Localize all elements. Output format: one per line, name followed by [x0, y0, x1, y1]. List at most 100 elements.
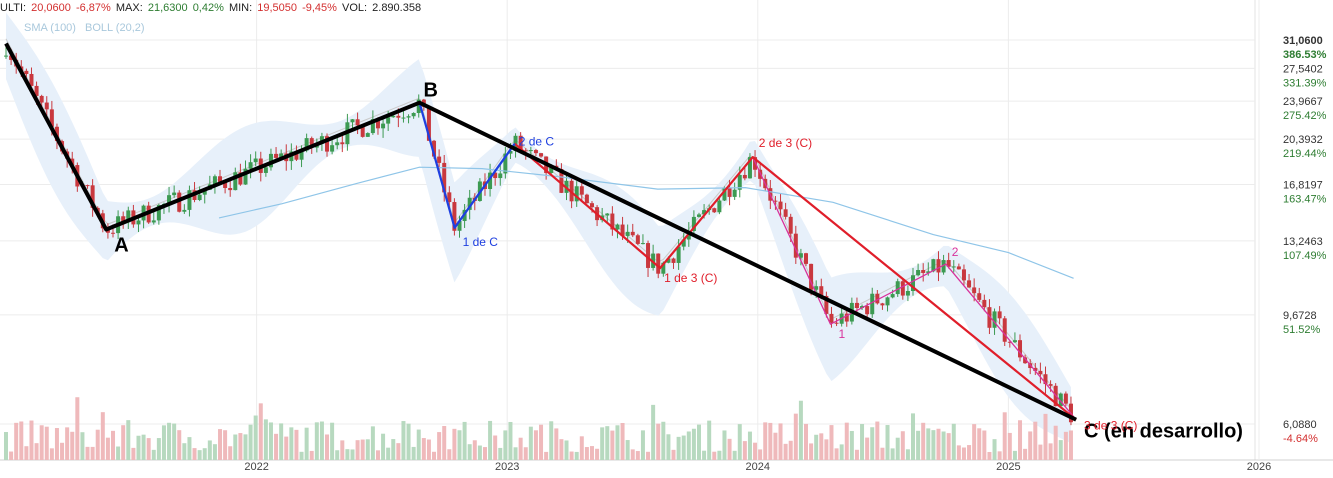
candle-body — [916, 270, 921, 276]
candle-body — [488, 172, 493, 190]
candle-body — [365, 133, 370, 137]
max-value: 21,6300 — [147, 2, 188, 14]
candle-body — [508, 151, 513, 154]
candle-body — [197, 194, 202, 200]
volume-bar — [1033, 421, 1038, 460]
volume-bar — [49, 448, 54, 460]
min-label: MIN: — [228, 2, 253, 14]
candle-body — [727, 187, 732, 197]
candle-body — [640, 243, 645, 245]
y-tick-price-label: 9,6728 — [1283, 310, 1317, 322]
blue-subwave-line — [418, 102, 516, 229]
candle-body — [574, 186, 579, 202]
volume-bar — [457, 430, 462, 460]
candle-body — [350, 119, 355, 123]
wave-label-2: 2 — [952, 245, 959, 259]
candle-body — [498, 173, 503, 179]
candle-body — [533, 150, 538, 154]
volume-bar — [437, 432, 442, 460]
volume-bar — [375, 450, 380, 460]
volume-bar — [197, 450, 202, 460]
volume-bar — [1043, 413, 1048, 460]
candle-body — [411, 112, 416, 117]
volume-bar — [416, 429, 421, 460]
candle-body — [992, 311, 997, 328]
candle-body — [1023, 357, 1028, 364]
x-tick-label: 2023 — [495, 461, 519, 473]
volume-bar — [814, 434, 819, 460]
volume-bar — [1028, 431, 1033, 460]
volume-bar — [340, 440, 345, 460]
volume-bar — [167, 422, 172, 460]
candle-body — [172, 192, 177, 196]
candle-body — [85, 185, 90, 187]
volume-bar — [1048, 443, 1053, 460]
y-tick-price-label: 31,0600 — [1283, 35, 1323, 47]
y-tick-price-label: 23,9667 — [1283, 96, 1323, 108]
price-stats-bar: ULTI: 20,0600 -6,87% MAX: 21,6300 0,42% … — [0, 0, 423, 16]
volume-bar — [727, 438, 732, 460]
volume-bar — [829, 425, 834, 460]
bollinger-indicator-label[interactable]: BOLL (20,2) — [85, 22, 145, 34]
candle-body — [982, 299, 987, 308]
volume-bar — [238, 433, 243, 460]
candle-body — [248, 162, 253, 169]
volume-bar — [432, 451, 437, 460]
volume-bar — [574, 451, 579, 460]
candle-body — [202, 189, 207, 195]
volume-bar — [880, 447, 885, 460]
candle-body — [880, 303, 885, 306]
volume-bar — [1058, 440, 1063, 460]
volume-bar — [54, 428, 59, 460]
volume-bar — [212, 444, 217, 460]
volume-bar — [600, 427, 605, 460]
volume-bar — [60, 442, 65, 460]
volume-bar — [151, 449, 156, 460]
volume-bar — [309, 450, 314, 460]
sma-indicator-label[interactable]: SMA (100) — [24, 22, 76, 34]
candle-body — [900, 281, 905, 296]
candle-body — [151, 220, 156, 223]
volume-bar — [605, 426, 610, 460]
volume-bars — [4, 397, 1073, 460]
candle-body — [681, 239, 686, 247]
volume-bar — [472, 440, 477, 460]
volume-bar — [533, 430, 538, 460]
candle-body — [335, 142, 340, 146]
volume-bar — [1023, 448, 1028, 460]
candle-body — [732, 189, 737, 197]
volume-bar — [248, 424, 253, 460]
volume-bar — [447, 449, 452, 460]
volume-bar — [992, 439, 997, 460]
volume-bar — [9, 451, 14, 460]
candle-body — [625, 231, 630, 236]
candle-body — [778, 201, 783, 210]
y-tick-percent-label: 386.53% — [1283, 49, 1327, 61]
candle-body — [987, 307, 992, 328]
candle-body — [49, 109, 54, 127]
main-wave-line — [4, 42, 1077, 422]
volume-bar — [105, 437, 110, 460]
candle-body — [218, 176, 223, 182]
bollinger-band-area — [6, 12, 1071, 444]
candle-body — [156, 205, 161, 221]
volume-bar — [172, 423, 177, 460]
candle-body — [268, 153, 273, 168]
volume-bar — [936, 428, 941, 460]
volume-bar — [676, 436, 681, 460]
wave-label-1-de-c: 1 de C — [463, 235, 499, 249]
min-change: -9,45% — [302, 2, 337, 14]
candle-body — [747, 157, 752, 179]
candle-body — [605, 213, 610, 216]
volume-bar — [554, 428, 559, 460]
x-tick-label: 2024 — [746, 461, 770, 473]
volume-bar — [319, 421, 324, 460]
candle-body — [355, 119, 360, 126]
volume-bar — [24, 446, 29, 460]
volume-bar — [243, 434, 248, 460]
volume-bar — [136, 435, 141, 460]
volume-bar — [742, 441, 747, 460]
candle-body — [972, 287, 977, 294]
volume-bar — [528, 426, 533, 460]
